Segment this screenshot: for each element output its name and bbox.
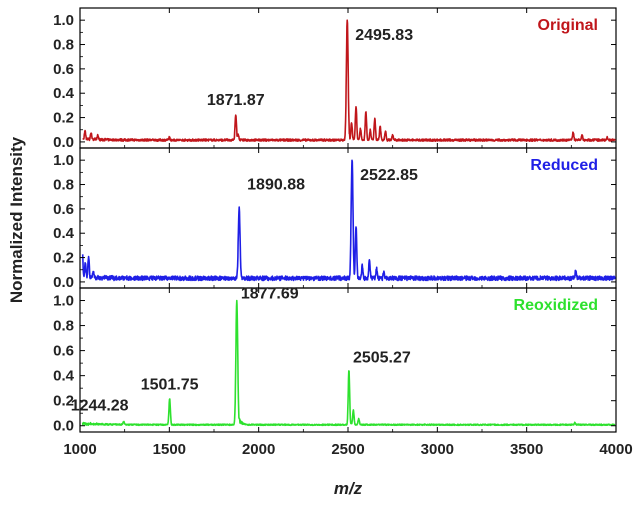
panel-label-original: Original [538, 17, 598, 34]
y-tick-label: 0.0 [53, 274, 74, 291]
x-axis-title: m/z [334, 479, 363, 498]
y-tick-label: 0.4 [53, 85, 75, 102]
y-tick-label: 0.8 [53, 318, 74, 335]
labels-layer: 0.0 0.2 0.4 0.6 0.8 1.0 Original 1871.87 2495.83… [53, 12, 633, 458]
peak-label: 1877.69 [241, 286, 299, 303]
y-tick-label: 1.0 [53, 12, 74, 29]
peak-label: 1501.75 [141, 376, 199, 393]
y-tick-label: 0.0 [53, 418, 74, 435]
axes-layer [79, 8, 617, 432]
x-tick-label: 2500 [331, 441, 364, 458]
panel-label-reoxidized: Reoxidized [514, 297, 598, 314]
y-tick-label: 0.8 [53, 37, 74, 54]
peak-label: 1244.28 [71, 398, 129, 415]
y-tick-label: 0.4 [53, 368, 75, 385]
spectrum-line-reduced [81, 159, 616, 282]
y-tick-label: 0.6 [53, 201, 74, 218]
x-tick-label: 4000 [599, 441, 632, 458]
y-tick-label: 0.4 [53, 225, 75, 242]
y-tick-label: 1.0 [53, 152, 74, 169]
y-tick-label: 0.0 [53, 134, 74, 151]
spectrum-line-original [82, 19, 616, 142]
x-tick-label: 1000 [63, 441, 96, 458]
x-tick-label: 3000 [421, 441, 454, 458]
x-tick-label: 2000 [242, 441, 275, 458]
peak-label: 2495.83 [355, 27, 413, 44]
spectrum-line-reoxidized [81, 299, 616, 427]
spectra-layer [81, 19, 616, 427]
x-tick-label: 1500 [153, 441, 186, 458]
y-tick-label: 0.6 [53, 61, 74, 78]
peak-label: 1871.87 [207, 92, 265, 109]
peak-label: 2522.85 [360, 167, 418, 184]
x-tick-label: 3500 [510, 441, 543, 458]
y-tick-label: 0.2 [53, 110, 74, 127]
y-tick-label: 0.6 [53, 343, 74, 360]
peak-label: 2505.27 [353, 350, 411, 367]
peak-label: 1890.88 [247, 176, 305, 193]
panel-label-reduced: Reduced [530, 157, 598, 174]
y-tick-label: 0.2 [53, 250, 74, 267]
y-tick-label: 1.0 [53, 293, 74, 310]
y-tick-label: 0.2 [53, 393, 74, 410]
y-axis-title: Normalized Intensity [7, 136, 26, 303]
y-tick-label: 0.8 [53, 177, 74, 194]
